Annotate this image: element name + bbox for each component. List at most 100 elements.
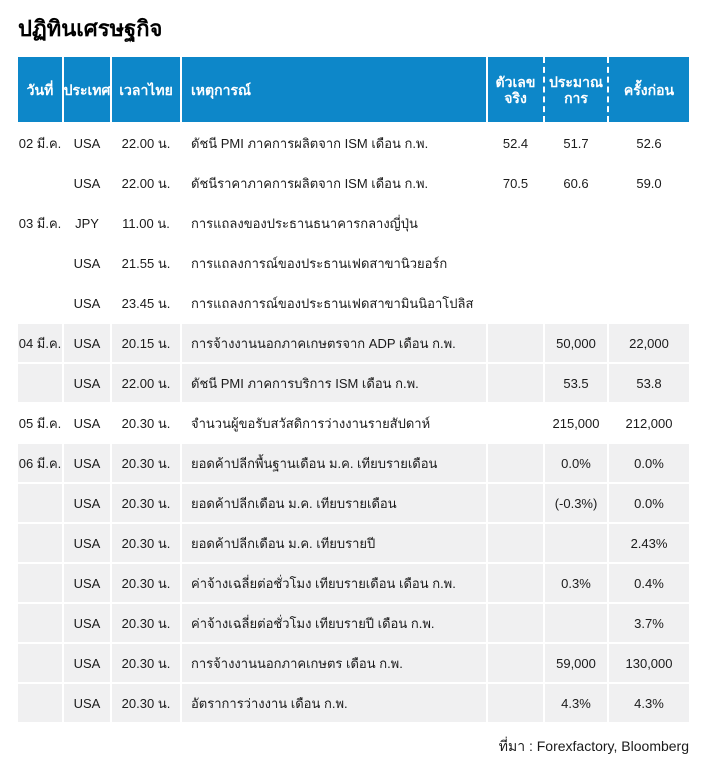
table-header-row: วันที่ ประเทศ เวลาไทย เหตุการณ์ ตัวเลขจร… (18, 57, 689, 123)
cell-date: 05 มี.ค. (18, 415, 62, 431)
cell-actual (488, 524, 543, 563)
table-row: USA 20.30 น. อัตราการว่างงาน เดือน ก.พ. … (18, 684, 689, 723)
cell-forecast: 0.3% (545, 564, 607, 603)
cell-actual (488, 204, 543, 242)
cell-forecast (545, 524, 607, 563)
header-cell-previous: ครั้งก่อน (609, 57, 689, 123)
cell-event: ยอดค้าปลีกเดือน ม.ค. เทียบรายเดือน (182, 484, 486, 523)
cell-time: 23.45 น. (121, 295, 171, 311)
cell-date (18, 644, 62, 683)
cell-time: 22.00 น. (112, 364, 180, 403)
cell-forecast (545, 604, 607, 643)
cell-actual (488, 644, 543, 683)
cell-actual (488, 284, 543, 322)
cell-event: อัตราการว่างงาน เดือน ก.พ. (182, 684, 486, 723)
cell-event: ค่าจ้างเฉลี่ยต่อชั่วโมง เทียบรายเดือน เด… (182, 564, 486, 603)
header-cell-event: เหตุการณ์ (182, 57, 486, 123)
cell-previous: 0.4% (609, 564, 689, 603)
cell-forecast: 215,000 (552, 415, 600, 431)
cell-time: 21.55 น. (121, 255, 171, 271)
cell-previous: 52.6 (636, 135, 662, 151)
cell-actual: 52.4 (502, 135, 529, 151)
header-cell-actual: ตัวเลขจริง (488, 57, 545, 123)
cell-previous: 22,000 (609, 324, 689, 363)
table-row: 06 มี.ค. USA 20.30 น. ยอดค้าปลีกพื้นฐานเ… (18, 444, 689, 483)
cell-date (18, 164, 62, 202)
cell-forecast: 60.6 (563, 175, 589, 191)
cell-previous: 0.0% (609, 484, 689, 523)
cell-date: 04 มี.ค. (18, 324, 62, 363)
cell-event: การแถลงของประธานธนาคารกลางญี่ปุ่น (191, 215, 418, 231)
cell-date: 03 มี.ค. (18, 215, 62, 231)
table-row: USA 23.45 น. การแถลงการณ์ของประธานเฟดสาข… (18, 284, 689, 322)
cell-date: 02 มี.ค. (18, 135, 62, 151)
cell-actual (488, 444, 543, 483)
cell-actual (488, 564, 543, 603)
table-row: 05 มี.ค. USA 20.30 น. จำนวนผู้ขอรับสวัสด… (18, 404, 689, 442)
table-row: USA 20.30 น. ค่าจ้างเฉลี่ยต่อชั่วโมง เที… (18, 604, 689, 643)
economic-calendar-table: วันที่ ประเทศ เวลาไทย เหตุการณ์ ตัวเลขจร… (18, 57, 689, 723)
cell-country: USA (73, 255, 101, 271)
cell-event: ดัชนีราคาภาคการผลิตจาก ISM เดือน ก.พ. (191, 175, 429, 191)
cell-previous: 53.8 (609, 364, 689, 403)
cell-country: USA (64, 684, 110, 723)
cell-previous: 59.0 (636, 175, 662, 191)
cell-time: 20.30 น. (112, 604, 180, 643)
cell-time: 11.00 น. (122, 215, 170, 231)
cell-event: การแถลงการณ์ของประธานเฟดสาขามินนิอาโปลิส (191, 295, 474, 311)
cell-date (18, 244, 62, 282)
cell-date (18, 484, 62, 523)
cell-country: USA (64, 524, 110, 563)
cell-time: 22.00 น. (121, 175, 171, 191)
cell-date: 06 มี.ค. (18, 444, 62, 483)
cell-previous: 2.43% (609, 524, 689, 563)
cell-event: การจ้างงานนอกภาคเกษตรจาก ADP เดือน ก.พ. (182, 324, 486, 363)
table-row: USA 20.30 น. การจ้างงานนอกภาคเกษตร เดือน… (18, 644, 689, 683)
cell-forecast (545, 244, 607, 282)
cell-country: USA (64, 324, 110, 363)
cell-time: 20.30 น. (112, 444, 180, 483)
cell-event: ยอดค้าปลีกเดือน ม.ค. เทียบรายปี (182, 524, 486, 563)
cell-previous: 0.0% (609, 444, 689, 483)
cell-actual (488, 244, 543, 282)
cell-country: USA (73, 175, 101, 191)
cell-actual (488, 364, 543, 403)
cell-time: 20.30 น. (112, 644, 180, 683)
cell-forecast: 50,000 (545, 324, 607, 363)
cell-time: 20.30 น. (112, 484, 180, 523)
table-row: USA 20.30 น. ค่าจ้างเฉลี่ยต่อชั่วโมง เที… (18, 564, 689, 603)
cell-country: USA (64, 364, 110, 403)
cell-country: USA (64, 444, 110, 483)
cell-event: ดัชนี PMI ภาคการบริการ ISM เดือน ก.พ. (182, 364, 486, 403)
cell-date (18, 564, 62, 603)
table-row: 02 มี.ค. USA 22.00 น. ดัชนี PMI ภาคการผล… (18, 124, 689, 162)
header-cell-country: ประเทศ (64, 57, 110, 123)
table-body: 02 มี.ค. USA 22.00 น. ดัชนี PMI ภาคการผล… (18, 124, 689, 723)
cell-previous (609, 204, 689, 242)
cell-previous (609, 244, 689, 282)
cell-country: USA (64, 564, 110, 603)
source-note: ที่มา : Forexfactory, Bloomberg (498, 738, 689, 755)
cell-forecast: 53.5 (545, 364, 607, 403)
cell-country: USA (73, 415, 101, 431)
cell-actual (488, 684, 543, 723)
cell-country: USA (73, 295, 101, 311)
cell-forecast: (-0.3%) (545, 484, 607, 523)
cell-forecast (545, 204, 607, 242)
cell-country: USA (73, 135, 101, 151)
table-row: USA 20.30 น. ยอดค้าปลีกเดือน ม.ค. เทียบร… (18, 484, 689, 523)
cell-time: 20.15 น. (112, 324, 180, 363)
header-cell-forecast: ประมาณ การ (545, 57, 609, 123)
cell-actual (488, 604, 543, 643)
cell-time: 20.30 น. (112, 684, 180, 723)
cell-event: ยอดค้าปลีกพื้นฐานเดือน ม.ค. เทียบรายเดือ… (182, 444, 486, 483)
cell-country: JPY (75, 215, 99, 231)
table-row: USA 22.00 น. ดัชนีราคาภาคการผลิตจาก ISM … (18, 164, 689, 202)
cell-actual (488, 404, 543, 442)
cell-previous: 130,000 (609, 644, 689, 683)
cell-forecast (545, 284, 607, 322)
cell-date (18, 604, 62, 643)
table-row: 04 มี.ค. USA 20.15 น. การจ้างงานนอกภาคเก… (18, 324, 689, 363)
cell-previous: 4.3% (609, 684, 689, 723)
